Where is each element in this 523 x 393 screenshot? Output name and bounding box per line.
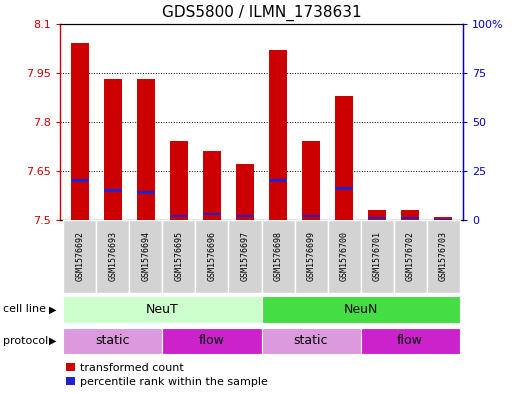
Bar	[71, 180, 89, 182]
Bar	[262, 220, 294, 293]
Text: GSM1576695: GSM1576695	[175, 231, 184, 281]
Bar	[163, 220, 196, 293]
Legend: transformed count, percentile rank within the sample: transformed count, percentile rank withi…	[66, 363, 268, 387]
Bar	[63, 328, 163, 354]
Text: GSM1576701: GSM1576701	[372, 231, 382, 281]
Bar	[269, 50, 287, 220]
Text: NeuT: NeuT	[146, 303, 179, 316]
Bar	[427, 220, 460, 293]
Bar	[302, 215, 320, 217]
Bar	[262, 328, 360, 354]
Text: flow: flow	[397, 334, 423, 347]
Text: static: static	[294, 334, 328, 347]
Bar	[96, 220, 130, 293]
Bar	[104, 189, 122, 192]
Text: ▶: ▶	[49, 336, 56, 346]
Bar	[294, 220, 327, 293]
Text: GSM1576703: GSM1576703	[439, 231, 448, 281]
Text: ▶: ▶	[49, 304, 56, 314]
Bar	[434, 219, 452, 221]
Bar	[335, 187, 353, 190]
Bar	[137, 79, 155, 220]
Bar	[137, 191, 155, 194]
Bar	[393, 220, 427, 293]
Bar	[262, 296, 460, 323]
Bar	[368, 210, 386, 220]
Bar	[360, 328, 460, 354]
Bar	[236, 164, 254, 220]
Bar	[71, 43, 89, 220]
Bar	[203, 213, 221, 215]
Bar	[203, 151, 221, 220]
Text: GSM1576699: GSM1576699	[306, 231, 315, 281]
Text: GSM1576694: GSM1576694	[141, 231, 151, 281]
Bar	[368, 217, 386, 219]
Text: GSM1576693: GSM1576693	[108, 231, 118, 281]
Bar	[327, 220, 360, 293]
Text: GSM1576697: GSM1576697	[241, 231, 249, 281]
Text: NeuN: NeuN	[343, 303, 378, 316]
Bar	[401, 217, 419, 219]
Bar	[63, 220, 96, 293]
Text: flow: flow	[199, 334, 225, 347]
Bar	[335, 95, 353, 220]
Bar	[130, 220, 163, 293]
Bar	[104, 79, 122, 220]
Text: static: static	[96, 334, 130, 347]
Text: cell line: cell line	[3, 304, 46, 314]
Bar	[196, 220, 229, 293]
Text: GSM1576696: GSM1576696	[208, 231, 217, 281]
Bar	[163, 328, 262, 354]
Text: GSM1576692: GSM1576692	[75, 231, 84, 281]
Bar	[170, 141, 188, 220]
Text: GSM1576702: GSM1576702	[405, 231, 415, 281]
Bar	[236, 215, 254, 217]
Bar	[360, 220, 393, 293]
Bar	[229, 220, 262, 293]
Bar	[170, 215, 188, 217]
Text: protocol: protocol	[3, 336, 48, 346]
Bar	[302, 141, 320, 220]
Text: GSM1576700: GSM1576700	[339, 231, 348, 281]
Text: GSM1576698: GSM1576698	[274, 231, 282, 281]
Title: GDS5800 / ILMN_1738631: GDS5800 / ILMN_1738631	[162, 5, 361, 21]
Bar	[63, 296, 262, 323]
Bar	[434, 217, 452, 220]
Bar	[401, 210, 419, 220]
Bar	[269, 180, 287, 182]
